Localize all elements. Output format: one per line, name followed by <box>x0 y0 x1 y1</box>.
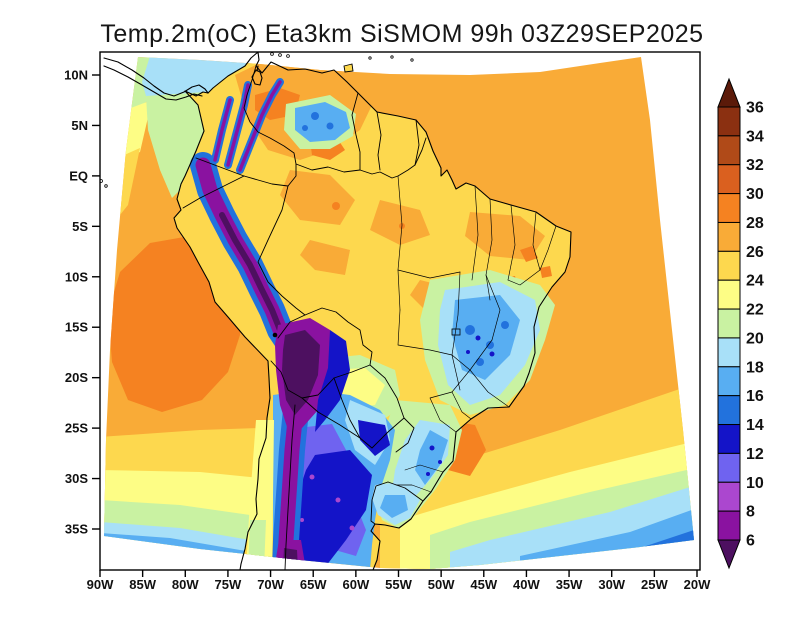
colorbar-segment <box>718 338 740 367</box>
x-tick-label: 45W <box>470 577 497 592</box>
colorbar-segment <box>718 107 740 136</box>
y-tick-label: 10S <box>65 269 88 284</box>
x-tick-label: 85W <box>129 577 156 592</box>
colorbar-segment <box>718 165 740 194</box>
colorbar-segment <box>718 280 740 309</box>
colorbar-segment <box>718 194 740 223</box>
temperature-colorbar: 36 34 32 30 28 26 24 22 20 18 16 14 12 10 8 6 <box>718 79 764 568</box>
colorbar-value-label: 14 <box>746 417 764 434</box>
colorbar-value-label: 34 <box>746 128 764 145</box>
colorbar-value-label: 10 <box>746 475 764 492</box>
x-tick-label: 70W <box>257 577 284 592</box>
colorbar-segment <box>718 396 740 425</box>
x-tick-label: 65W <box>300 577 327 592</box>
y-tick-label: 30S <box>65 471 88 486</box>
weather-map-page: Temp.2m(oC) Eta3km SiSMOM 99h 03Z29SEP20… <box>0 0 800 618</box>
y-tick-label: 5S <box>72 219 88 234</box>
colorbar-segment <box>718 453 740 482</box>
colorbar-value-label: 8 <box>746 504 755 521</box>
y-tick-label: EQ <box>69 168 88 183</box>
colorbar-value-label: 32 <box>746 157 764 174</box>
x-tick-label: 60W <box>342 577 369 592</box>
colorbar-segment <box>718 309 740 338</box>
colorbar-value-label: 30 <box>746 186 764 203</box>
y-tick-label: 35S <box>65 522 88 537</box>
x-tick-label: 40W <box>513 577 540 592</box>
colorbar-value-label: 26 <box>746 244 764 261</box>
y-tick-label: 10N <box>64 68 88 83</box>
x-tick-label: 30W <box>598 577 625 592</box>
page-title: Temp.2m(oC) Eta3km SiSMOM 99h 03Z29SEP20… <box>100 20 703 48</box>
y-tick-label: 25S <box>65 421 88 436</box>
x-tick-label: 35W <box>556 577 583 592</box>
y-tick-label: 5N <box>71 118 88 133</box>
colorbar-value-label: 6 <box>746 533 755 550</box>
colorbar-value-label: 36 <box>746 100 764 117</box>
colorbar-segment <box>718 251 740 280</box>
temperature-map-figure: Temp.2m(oC) Eta3km SiSMOM 99h 03Z29SEP20… <box>0 0 800 618</box>
colorbar-triangle-top <box>718 79 740 107</box>
colorbar-value-label: 18 <box>746 359 764 376</box>
colorbar-value-label: 12 <box>746 446 764 463</box>
x-tick-label: 20W <box>684 577 711 592</box>
y-tick-label: 15S <box>65 320 88 335</box>
colorbar-value-label: 20 <box>746 330 764 347</box>
colorbar-segment <box>718 425 740 454</box>
colorbar-value-label: 22 <box>746 302 764 319</box>
colorbar-segment <box>718 222 740 251</box>
x-axis: 90W 85W 80W 75W 70W 65W 60W 55W 50W 45W 40W 35W 30W 2… <box>87 570 711 592</box>
y-axis: 10N 5N EQ 5S 10S 15S 20S 25S 30S 35S <box>64 68 100 537</box>
x-tick-label: 90W <box>87 577 114 592</box>
x-tick-label: 50W <box>428 577 455 592</box>
y-tick-label: 20S <box>65 370 88 385</box>
colorbar-value-label: 24 <box>746 273 764 290</box>
x-tick-label: 80W <box>172 577 199 592</box>
x-tick-label: 75W <box>215 577 242 592</box>
colorbar-value-label: 28 <box>746 215 764 232</box>
colorbar-segment <box>718 482 740 511</box>
colorbar-segment <box>718 367 740 396</box>
x-tick-label: 55W <box>385 577 412 592</box>
x-tick-label: 25W <box>641 577 668 592</box>
colorbar-value-label: 16 <box>746 388 764 405</box>
colorbar-segment <box>718 511 740 540</box>
colorbar-triangle-bottom <box>718 540 740 568</box>
colorbar-segment <box>718 136 740 165</box>
